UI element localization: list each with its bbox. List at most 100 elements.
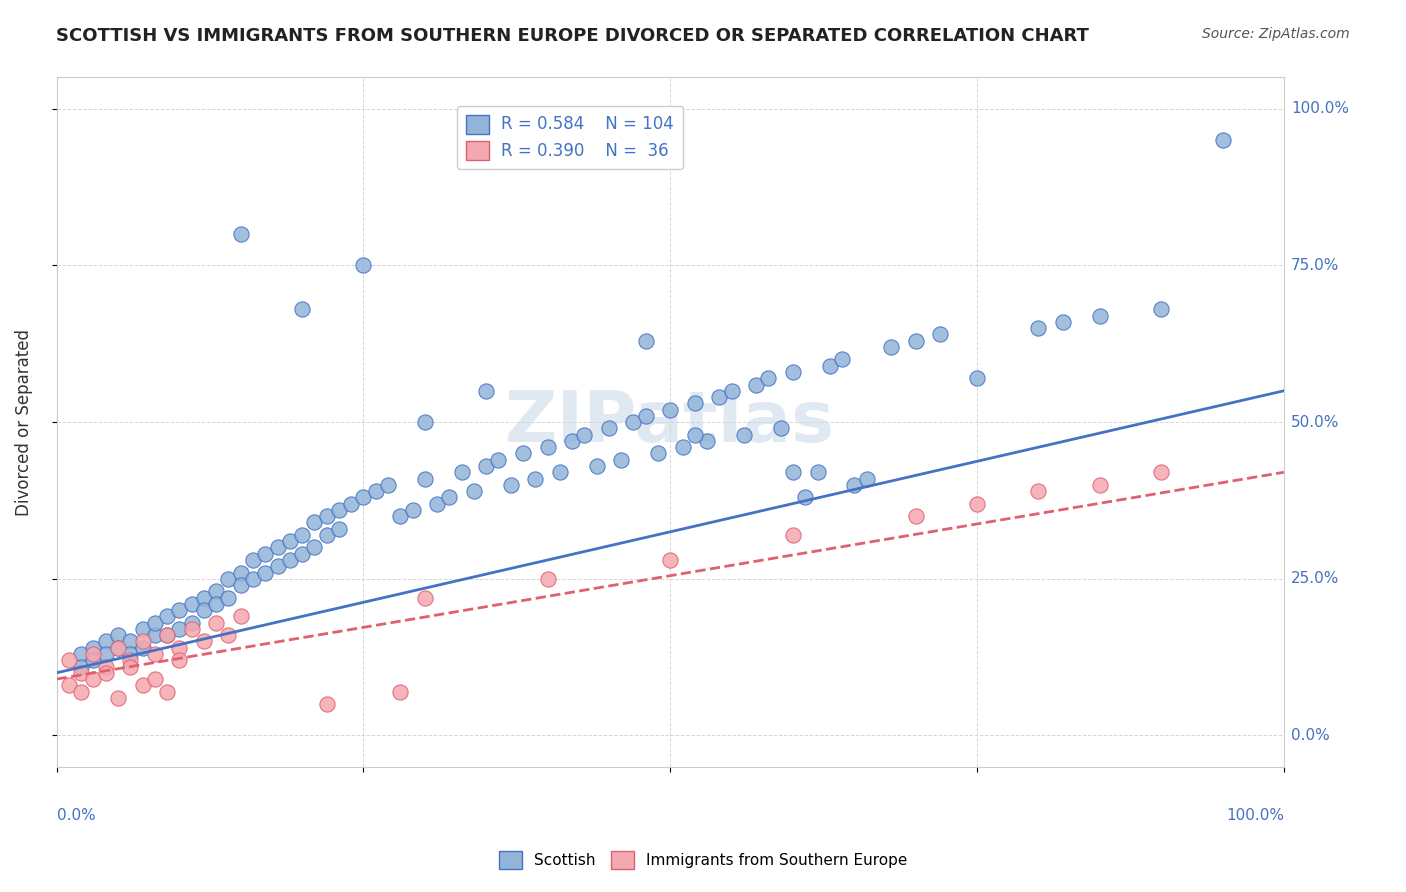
Text: 0.0%: 0.0% <box>56 808 96 823</box>
Point <box>610 452 633 467</box>
Point <box>156 628 179 642</box>
Y-axis label: Divorced or Separated: Divorced or Separated <box>15 328 32 516</box>
Point <box>180 615 202 630</box>
Point <box>120 647 142 661</box>
Point <box>844 477 866 491</box>
Point <box>107 690 129 705</box>
Point <box>512 446 534 460</box>
Point <box>966 497 988 511</box>
Point <box>107 640 129 655</box>
Point <box>58 653 80 667</box>
Point <box>647 446 669 460</box>
Point <box>242 572 264 586</box>
Point <box>242 553 264 567</box>
Point <box>1052 315 1074 329</box>
Point <box>499 477 522 491</box>
Point <box>217 628 239 642</box>
Text: ZIPatlas: ZIPatlas <box>505 388 835 457</box>
Legend: R = 0.584    N = 104, R = 0.390    N =  36: R = 0.584 N = 104, R = 0.390 N = 36 <box>457 106 683 169</box>
Point <box>143 647 166 661</box>
Point <box>486 452 509 467</box>
Point <box>254 566 277 580</box>
Point <box>782 465 804 479</box>
Point <box>904 334 927 348</box>
Point <box>205 597 228 611</box>
Point <box>389 684 412 698</box>
Text: 75.0%: 75.0% <box>1291 258 1339 273</box>
Point <box>156 628 179 642</box>
Point <box>82 640 104 655</box>
Point <box>683 427 706 442</box>
Point <box>561 434 583 448</box>
Point <box>352 259 374 273</box>
Point <box>58 678 80 692</box>
Point <box>880 340 903 354</box>
Point <box>278 553 301 567</box>
Point <box>413 415 436 429</box>
Point <box>156 609 179 624</box>
Point <box>450 465 472 479</box>
Point <box>229 566 252 580</box>
Point <box>70 665 93 680</box>
Point <box>107 628 129 642</box>
Point <box>120 659 142 673</box>
Point <box>229 609 252 624</box>
Point <box>1028 484 1050 499</box>
Point <box>1028 321 1050 335</box>
Point <box>229 227 252 241</box>
Point <box>377 477 399 491</box>
Point <box>156 684 179 698</box>
Point <box>818 359 841 373</box>
Point <box>598 421 620 435</box>
Point <box>143 628 166 642</box>
Point <box>769 421 792 435</box>
Point <box>229 578 252 592</box>
Point <box>659 402 682 417</box>
Point <box>193 603 215 617</box>
Point <box>855 471 877 485</box>
Point <box>585 458 607 473</box>
Point <box>439 491 461 505</box>
Point <box>291 528 314 542</box>
Point <box>131 678 153 692</box>
Point <box>328 503 350 517</box>
Point <box>401 503 423 517</box>
Text: SCOTTISH VS IMMIGRANTS FROM SOUTHERN EUROPE DIVORCED OR SEPARATED CORRELATION CH: SCOTTISH VS IMMIGRANTS FROM SOUTHERN EUR… <box>56 27 1090 45</box>
Point <box>328 522 350 536</box>
Text: 25.0%: 25.0% <box>1291 571 1339 586</box>
Point <box>966 371 988 385</box>
Point <box>254 547 277 561</box>
Point <box>169 622 191 636</box>
Text: 50.0%: 50.0% <box>1291 415 1339 430</box>
Point <box>623 415 645 429</box>
Text: 100.0%: 100.0% <box>1291 102 1348 116</box>
Point <box>193 591 215 605</box>
Point <box>94 634 117 648</box>
Point <box>120 634 142 648</box>
Point <box>131 622 153 636</box>
Point <box>794 491 817 505</box>
Point <box>315 528 337 542</box>
Point <box>426 497 449 511</box>
Point <box>143 615 166 630</box>
Point <box>291 302 314 317</box>
Point <box>683 396 706 410</box>
Point <box>463 484 485 499</box>
Point <box>70 684 93 698</box>
Point <box>831 352 853 367</box>
Point <box>524 471 547 485</box>
Text: 100.0%: 100.0% <box>1226 808 1284 823</box>
Point <box>169 653 191 667</box>
Point <box>304 541 326 555</box>
Point <box>94 659 117 673</box>
Point <box>413 591 436 605</box>
Point <box>659 553 682 567</box>
Point <box>131 640 153 655</box>
Point <box>475 384 498 398</box>
Point <box>758 371 780 385</box>
Point <box>413 471 436 485</box>
Point <box>904 509 927 524</box>
Point <box>291 547 314 561</box>
Point <box>315 697 337 711</box>
Point <box>929 327 952 342</box>
